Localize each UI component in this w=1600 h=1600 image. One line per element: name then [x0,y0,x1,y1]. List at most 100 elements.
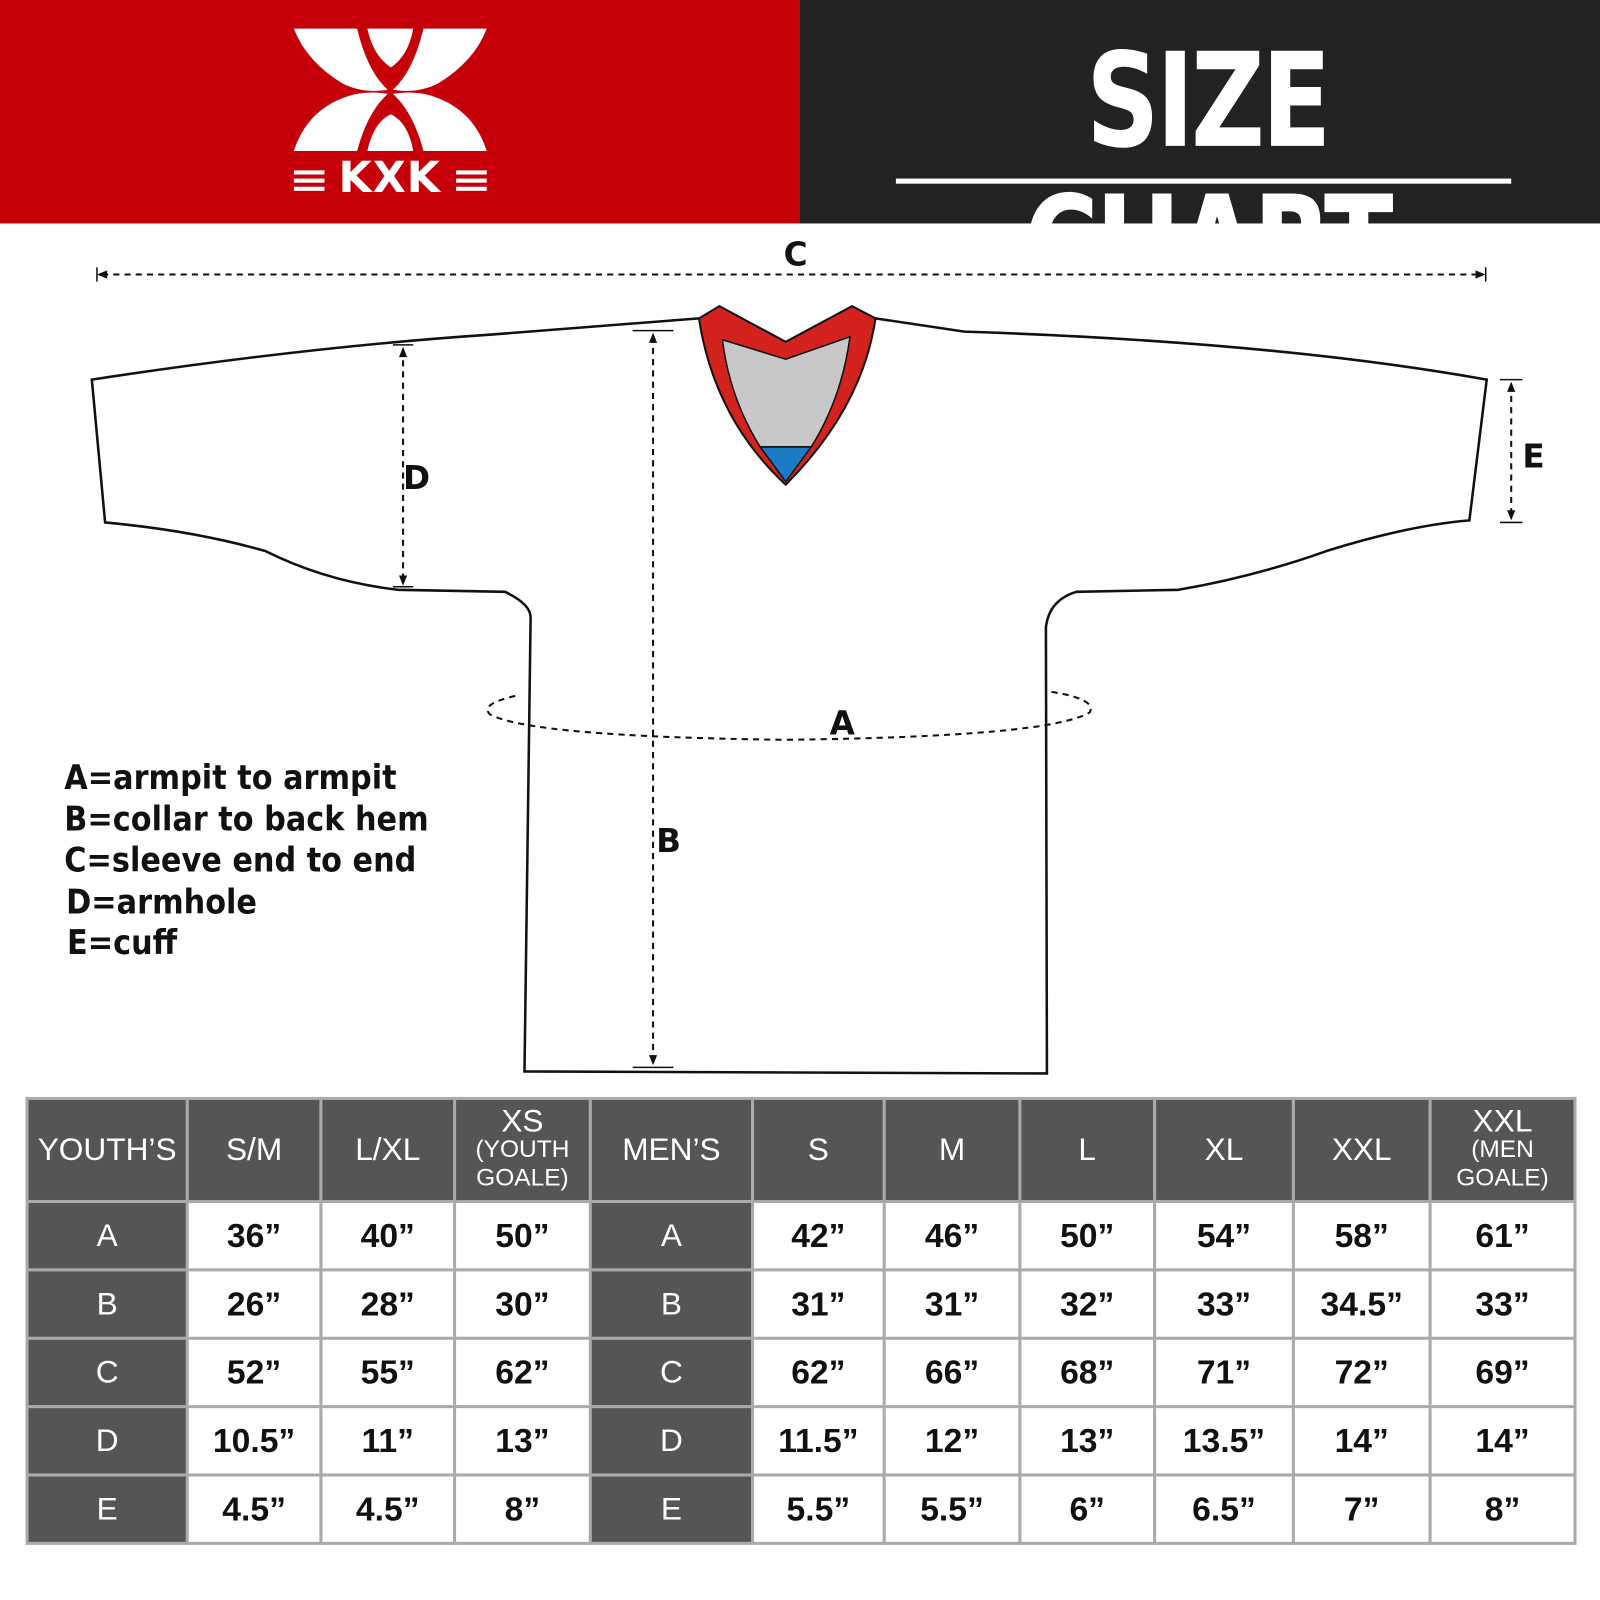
table-cell: 72” [1291,1336,1432,1409]
row-header: E [25,1473,189,1545]
table-cell: 26” [185,1268,323,1340]
column-header: S [751,1096,886,1204]
table-cell: 66” [882,1336,1022,1409]
jersey-outline [90,317,1489,1075]
table-cell: 40” [319,1199,457,1272]
column-header-label: XXL [1472,1103,1533,1139]
label-d: D [403,458,431,497]
table-cell: 4.5” [319,1473,457,1545]
table-cell: 58” [1291,1199,1432,1272]
column-header: XL [1153,1096,1295,1204]
table-cell: 62” [751,1336,886,1409]
label-c: C [783,234,808,274]
table-cell: 11.5” [751,1405,886,1477]
legend-item: B=collar to back hem [64,798,429,839]
table-cell: 36” [185,1199,323,1272]
table-cell: 62” [453,1336,592,1409]
table-cell: 5.5” [882,1473,1022,1545]
column-header-sublabel: (MEN GOALE) [1456,1135,1549,1192]
table-cell: 61” [1428,1199,1577,1272]
column-header-label: YOUTH’S [37,1131,177,1168]
column-header: S/M [185,1096,323,1204]
table-cell: 34.5” [1291,1268,1432,1340]
row-header: A [588,1199,755,1272]
row-header: C [588,1336,755,1409]
logo-text: KXK [338,152,442,203]
column-header-label: S [807,1131,829,1168]
table-cell: 6” [1018,1473,1157,1545]
label-b: B [656,821,682,861]
row-header: B [588,1268,755,1340]
collar-lace [758,446,813,483]
table-cell: 7” [1291,1473,1432,1545]
table-cell: 52” [185,1336,323,1409]
row-header: D [588,1405,755,1477]
table-cell: 33” [1428,1268,1577,1340]
table-cell: 31” [751,1268,886,1340]
column-header-label: XL [1204,1131,1244,1168]
title-underline [895,178,1512,184]
row-header: A [25,1199,189,1272]
column-header: L [1018,1096,1157,1204]
table-cell: 10.5” [185,1405,323,1477]
column-header: XXL [1291,1096,1432,1204]
table-cell: 4.5” [185,1473,323,1545]
table-cell: 5.5” [751,1473,886,1545]
measurement-legend: A=armpit to armpit B=collar to back hem … [64,757,428,964]
row-header: E [588,1473,755,1545]
column-header: MEN’S [588,1096,755,1204]
table-cell: 12” [882,1405,1022,1477]
table-row: B 26” 28” 30” B 31” 31” 32” 33” 34.5” 33” [25,1268,1577,1340]
column-header: L/XL [319,1096,457,1204]
kxk-logo-icon [293,28,487,191]
column-header-label: S/M [225,1131,283,1168]
column-header: XXL (MEN GOALE) [1428,1096,1577,1204]
table-cell: 30” [453,1268,592,1340]
column-header: XS (YOUTH GOALE) [453,1096,592,1204]
table-cell: 33” [1153,1268,1295,1340]
legend-item: D=armhole [66,881,257,921]
table-cell: 71” [1153,1336,1295,1409]
row-header: D [25,1405,189,1477]
column-header-label: M [938,1131,966,1168]
table-cell: 42” [751,1199,886,1272]
column-header-label: XXL [1331,1131,1392,1168]
label-a: A [829,704,855,743]
table-cell: 14” [1291,1405,1432,1477]
table-cell: 55” [319,1336,457,1409]
table-cell: 54” [1153,1199,1295,1272]
column-header-label: MEN’S [622,1131,721,1168]
column-header: YOUTH’S [25,1096,189,1204]
column-header-label: L [1078,1131,1097,1168]
table-cell: 50” [453,1199,592,1272]
table-cell: 14” [1428,1405,1577,1477]
legend-item: A=armpit to armpit [64,757,397,797]
jersey-diagram [90,267,1523,1075]
legend-item: E=cuff [67,922,178,963]
column-header-label: XS [501,1103,544,1139]
column-header-label: L/XL [355,1131,421,1168]
row-header: B [25,1268,189,1340]
row-header: C [25,1336,189,1409]
column-header: M [882,1096,1022,1204]
table-cell: 28” [319,1268,457,1340]
table-cell: 31” [882,1268,1022,1340]
measure-a-ellipse [486,690,1092,741]
page-title: SIZE CHART [1023,25,1394,321]
table-row: A 36” 40” 50” A 42” 46” 50” 54” 58” 61” [25,1199,1577,1272]
table-cell: 8” [453,1473,592,1545]
table-header-row: YOUTH’S S/M L/XL XS (YOUTH GOALE) MEN’S S M L XL X… [25,1096,1577,1204]
table-cell: 32” [1018,1268,1157,1340]
table-cell: 13” [1018,1405,1157,1477]
table-cell: 8” [1428,1473,1577,1545]
table-cell: 46” [882,1199,1022,1272]
table-cell: 69” [1428,1336,1577,1409]
table-cell: 13” [453,1405,592,1477]
table-cell: 13.5” [1153,1405,1295,1477]
brand-banner: KXK [0,0,800,224]
table-cell: 11” [319,1405,457,1477]
table-row: C 52” 55” 62” C 62” 66” 68” 71” 72” 69” [25,1336,1577,1409]
table-row: E 4.5” 4.5” 8” E 5.5” 5.5” 6” 6.5” 7” 8” [25,1473,1577,1545]
table-cell: 68” [1018,1336,1157,1409]
